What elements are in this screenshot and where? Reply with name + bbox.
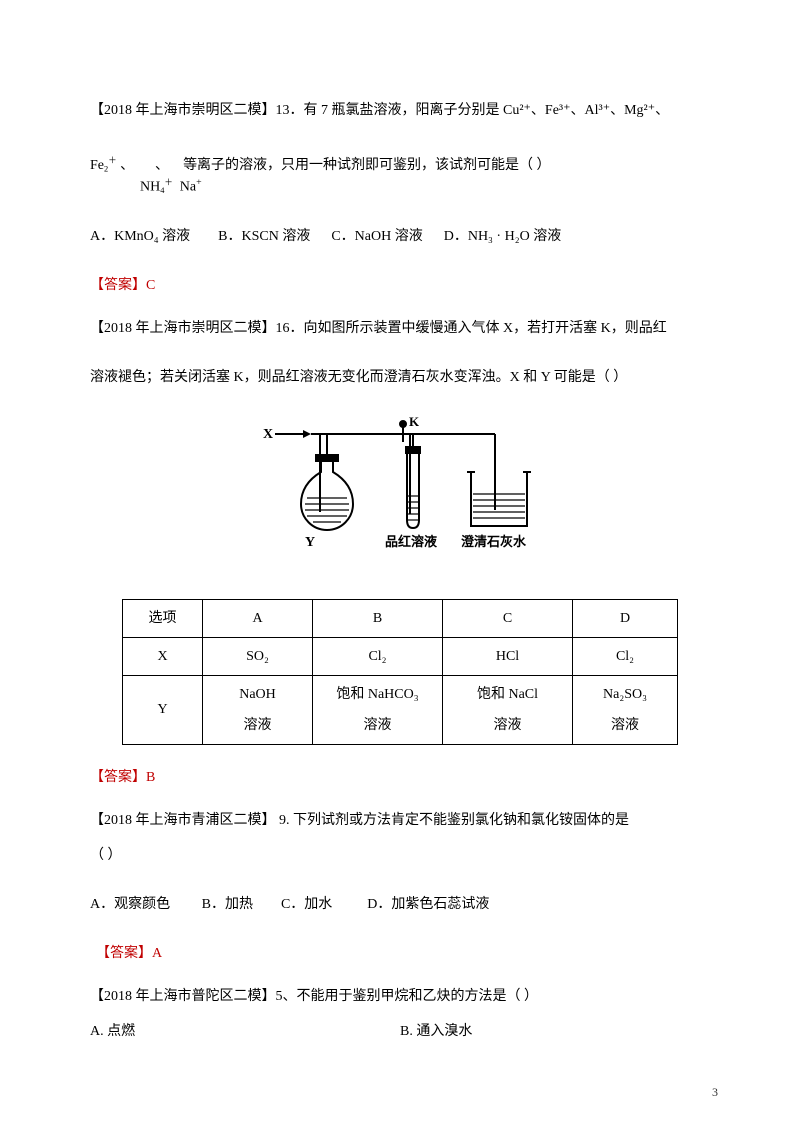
q13-fe: Fe <box>90 158 104 173</box>
q13-tail: 等离子的溶液，只用一种试剂即可鉴别，该试剂可能是（ ） <box>183 158 551 173</box>
table-row: 选项 A B C D <box>123 599 678 637</box>
cell-y-b: 饱和 NaHCO₃ 溶液 <box>313 675 443 744</box>
cell-x-c: HCl <box>443 637 573 675</box>
q13-nh-sub: 4 <box>160 186 164 195</box>
q13-choices: A．KMnO₄ 溶液 B．KSCN 溶液 C．NaOH 溶液 D．NH₃ · H… <box>90 226 710 247</box>
q5-optA: A. 点燃 <box>90 1021 400 1042</box>
th-d: D <box>573 599 678 637</box>
q5-choices-row: A. 点燃 B. 通入溴水 <box>90 1021 710 1042</box>
q13-na-sup: + <box>196 177 202 188</box>
q16-table-wrap: 选项 A B C D X SO₂ Cl₂ HCl Cl₂ Y NaOH 溶液 <box>90 599 710 745</box>
q16-source-line1: 【2018 年上海市崇明区二模】16．向如图所示装置中缓慢通入气体 X，若打开活… <box>90 318 710 339</box>
q16-answer: 【答案】B <box>90 767 710 788</box>
cell-y-b-bot: 溶液 <box>364 715 392 736</box>
q9-choices: A．观察颜色 B．加热 C．加水 D．加紫色石蕊试液 <box>90 894 710 915</box>
document-page: 【2018 年上海市崇明区二模】13．有 7 瓶氯盐溶液，阳离子分别是 Cu²⁺… <box>0 0 800 1082</box>
q13-fe-sub: 2 <box>104 165 108 174</box>
cell-y-a-top: NaOH <box>239 687 276 702</box>
cell-y-a: NaOH 溶液 <box>203 675 313 744</box>
q16-source-line2: 溶液褪色；若关闭活塞 K，则品红溶液无变化而澄清石灰水变浑浊。X 和 Y 可能是… <box>90 367 710 388</box>
q13-source-line2: Fe2＋ 、 、 等离子的溶液，只用一种试剂即可鉴别，该试剂可能是（ ） NH4… <box>90 149 710 198</box>
th-a: A <box>203 599 313 637</box>
q13-nh: NH <box>140 180 160 195</box>
table-row: Y NaOH 溶液 饱和 NaHCO₃ 溶液 饱和 NaCl 溶液 Na₂SO₃… <box>123 675 678 744</box>
q13-nh-sup: ＋ <box>164 178 172 187</box>
cell-y-d-top: Na₂SO₃ <box>603 687 647 702</box>
cell-y-c-top: 饱和 NaCl <box>477 687 538 702</box>
cell-x-b: Cl₂ <box>313 637 443 675</box>
diagram-y-label: Y <box>305 535 315 550</box>
th-b: B <box>313 599 443 637</box>
th-option: 选项 <box>123 599 203 637</box>
q13-fe-sup: ＋ <box>108 156 116 165</box>
q16-diagram: X K <box>90 416 710 563</box>
cell-y-d-bot: 溶液 <box>611 715 639 736</box>
q5-optB: B. 通入溴水 <box>400 1021 710 1042</box>
table-row: X SO₂ Cl₂ HCl Cl₂ <box>123 637 678 675</box>
diagram-x-label: X <box>263 427 273 442</box>
diagram-mid-label: 品红溶液 <box>385 534 437 549</box>
q13-sep1: 、 、 <box>120 158 180 173</box>
q13-answer: 【答案】C <box>90 275 710 296</box>
cell-y-d: Na₂SO₃ 溶液 <box>573 675 678 744</box>
q13-source-line1: 【2018 年上海市崇明区二模】13．有 7 瓶氯盐溶液，阳离子分别是 Cu²⁺… <box>90 100 710 121</box>
cell-x-d: Cl₂ <box>573 637 678 675</box>
cell-y-a-bot: 溶液 <box>244 715 272 736</box>
cell-y-b-top: 饱和 NaHCO₃ <box>336 687 418 702</box>
cell-y-label: Y <box>123 675 203 744</box>
cell-y-c: 饱和 NaCl 溶液 <box>443 675 573 744</box>
q9-paren: （ ） <box>90 845 710 866</box>
q9-source: 【2018 年上海市青浦区二模】 9. 下列试剂或方法肯定不能鉴别氯化钠和氯化铵… <box>90 810 710 831</box>
q16-table: 选项 A B C D X SO₂ Cl₂ HCl Cl₂ Y NaOH 溶液 <box>122 599 678 745</box>
page-number: 3 <box>712 1083 718 1101</box>
diagram-right-label: 澄清石灰水 <box>461 534 527 549</box>
th-c: C <box>443 599 573 637</box>
diagram-k-label: K <box>409 416 420 429</box>
q5-source: 【2018 年上海市普陀区二模】5、不能用于鉴别甲烷和乙炔的方法是（ ） <box>90 986 710 1007</box>
q9-answer: 【答案】A <box>96 943 710 964</box>
q13-na: Na <box>180 180 196 195</box>
apparatus-svg: X K <box>255 416 545 556</box>
cell-y-c-bot: 溶液 <box>494 715 522 736</box>
cell-x-label: X <box>123 637 203 675</box>
cell-x-a: SO₂ <box>203 637 313 675</box>
